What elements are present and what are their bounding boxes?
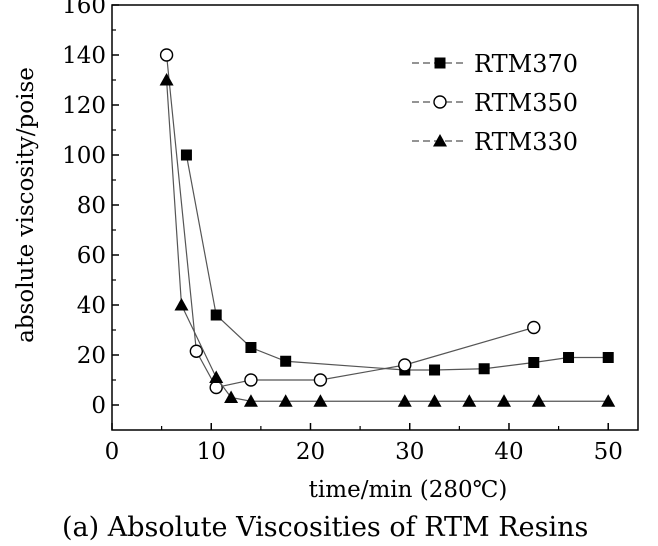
legend-item-rtm370: RTM370 [412, 50, 578, 78]
data-point [398, 358, 412, 372]
legend-item-rtm350: RTM350 [412, 89, 578, 117]
series-layer [159, 48, 616, 407]
data-point [180, 149, 192, 161]
x-tick-label: 40 [494, 439, 523, 465]
axis-ticks [111, 4, 609, 430]
data-point [427, 394, 442, 407]
legend-label: RTM330 [474, 128, 578, 156]
plot-border [111, 4, 639, 431]
data-point [210, 309, 222, 321]
data-point [224, 390, 239, 403]
y-tick-label: 160 [62, 0, 106, 19]
x-tick-label: 30 [395, 439, 424, 465]
data-point [528, 357, 540, 368]
series-rtm370 [180, 149, 614, 376]
data-point [497, 394, 512, 407]
legend: RTM370 RTM350 RTM330 [412, 50, 578, 156]
legend-marker [434, 57, 446, 69]
data-point [397, 394, 412, 407]
data-point [278, 394, 293, 407]
data-point [313, 394, 328, 407]
figure-caption: (a) Absolute Viscosities of RTM Resins [62, 512, 588, 543]
data-point [174, 298, 189, 311]
data-point [601, 394, 616, 407]
x-tick-label: 50 [594, 439, 623, 465]
data-point [462, 394, 477, 407]
plot-frame [111, 4, 639, 431]
axis-tick-labels: 0 10 20 30 40 50 0 20 40 60 80 100 120 140 160 [62, 0, 623, 465]
data-point [531, 394, 546, 407]
data-point [245, 342, 257, 353]
legend-item-rtm330: RTM330 [412, 128, 578, 156]
legend-marker [433, 95, 447, 109]
data-point [602, 352, 614, 363]
data-point [159, 73, 174, 86]
x-tick-label: 20 [296, 439, 325, 465]
data-point [429, 364, 441, 376]
data-point [478, 363, 490, 375]
legend-marker [433, 134, 447, 147]
y-tick-label: 80 [77, 193, 106, 219]
data-point [244, 373, 258, 387]
y-tick-label: 20 [77, 343, 106, 369]
legend-label: RTM370 [474, 50, 578, 78]
series-rtm330 [159, 73, 616, 407]
y-tick-label: 60 [77, 243, 106, 269]
data-point [527, 320, 541, 335]
data-point [563, 352, 575, 363]
x-tick-label: 10 [197, 439, 226, 465]
y-tick-label: 100 [62, 143, 106, 169]
y-tick-label: 120 [62, 93, 106, 119]
data-point [159, 48, 174, 62]
x-tick-label: 0 [105, 439, 120, 465]
y-tick-label: 140 [62, 43, 106, 69]
x-axis-title: time/min (280℃) [309, 477, 508, 503]
data-point [280, 355, 292, 367]
data-point [313, 373, 328, 387]
y-axis-title: absolute viscosity/poise [13, 67, 39, 343]
data-point [209, 370, 224, 383]
series-line [185, 154, 609, 371]
data-point [243, 394, 258, 407]
y-tick-label: 0 [91, 393, 106, 419]
data-point [189, 344, 204, 358]
legend-label: RTM350 [474, 89, 578, 117]
y-tick-label: 40 [77, 293, 106, 319]
